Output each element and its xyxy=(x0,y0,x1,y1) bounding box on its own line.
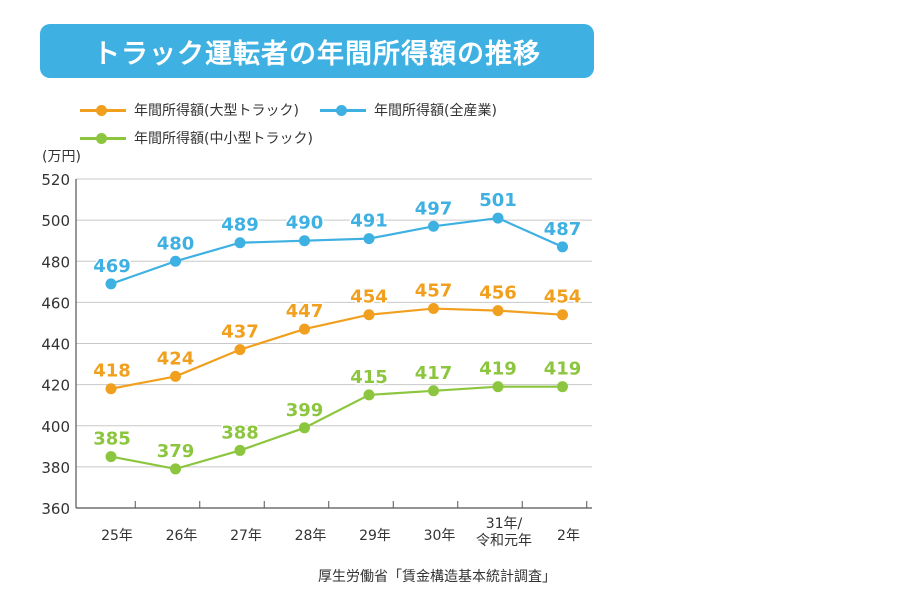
legend-swatch-icon xyxy=(80,103,126,117)
legend-item-small-truck: 年間所得額(中小型トラック) xyxy=(80,128,313,148)
data-label: 418 xyxy=(93,361,131,382)
x-tick-label: 26年 xyxy=(166,528,198,544)
data-point xyxy=(363,233,375,245)
data-label: 385 xyxy=(93,429,131,450)
data-label: 424 xyxy=(157,348,195,369)
series-line xyxy=(110,307,563,390)
data-point xyxy=(557,241,568,253)
data-point xyxy=(428,385,439,397)
data-point xyxy=(557,309,568,321)
data-point xyxy=(105,383,117,395)
y-tick-label: 420 xyxy=(41,377,70,395)
data-label: 437 xyxy=(221,322,259,343)
y-tick-label: 360 xyxy=(41,500,70,518)
data-label: 419 xyxy=(479,359,517,380)
data-point xyxy=(170,370,181,382)
data-point xyxy=(299,323,310,335)
x-tick-label: 29年 xyxy=(359,528,391,544)
data-point xyxy=(234,444,246,456)
y-tick-label: 380 xyxy=(41,459,70,477)
source-note: 厚生労働省「賃金構造基本統計調査」 xyxy=(318,569,556,585)
data-point xyxy=(492,212,504,224)
legend-item-large-truck: 年間所得額(大型トラック) xyxy=(80,100,299,120)
legend-label: 年間所得額(中小型トラック) xyxy=(134,131,313,147)
legend-swatch-icon xyxy=(320,103,366,117)
data-label: 456 xyxy=(479,283,517,304)
legend-swatch-icon xyxy=(80,131,126,145)
legend-item-all-industries: 年間所得額(全産業) xyxy=(320,100,497,120)
y-tick-label: 520 xyxy=(41,171,70,189)
data-point xyxy=(428,303,439,315)
data-label: 489 xyxy=(221,215,259,236)
data-label: 469 xyxy=(93,256,131,277)
series-line xyxy=(110,385,563,471)
data-point xyxy=(234,344,246,356)
data-label: 417 xyxy=(415,363,453,384)
x-tick-label: 25年 xyxy=(101,528,133,544)
x-tick-label: 2年 xyxy=(557,528,580,544)
data-label: 487 xyxy=(544,219,582,240)
data-label: 415 xyxy=(350,367,388,388)
data-point xyxy=(428,220,439,232)
data-label: 480 xyxy=(157,233,195,254)
data-point xyxy=(492,381,504,393)
data-label: 501 xyxy=(479,190,517,211)
data-point xyxy=(299,235,310,247)
data-point xyxy=(492,305,504,317)
x-tick-label: 27年 xyxy=(230,528,262,544)
x-tick-label: 31年/令和元年 xyxy=(476,516,532,549)
y-tick-label: 400 xyxy=(41,418,70,436)
y-axis-unit: (万円) xyxy=(42,149,81,165)
x-tick-label: 28年 xyxy=(295,528,327,544)
x-tick-label: 30年 xyxy=(424,528,456,544)
data-point xyxy=(170,255,181,267)
y-tick-label: 480 xyxy=(41,253,70,271)
y-tick-label: 460 xyxy=(41,294,70,312)
data-label: 388 xyxy=(221,422,259,443)
series-line xyxy=(110,216,563,285)
y-tick-label: 440 xyxy=(41,336,70,354)
data-label: 490 xyxy=(286,213,324,234)
data-point xyxy=(557,381,568,393)
data-label: 454 xyxy=(350,287,388,308)
data-point xyxy=(299,422,310,434)
legend-label: 年間所得額(全産業) xyxy=(374,103,497,119)
data-point xyxy=(170,463,181,475)
y-tick-label: 500 xyxy=(41,212,70,230)
data-point xyxy=(105,278,117,290)
chart-title: トラック運転者の年間所得額の推移 xyxy=(40,24,594,78)
data-label: 454 xyxy=(544,287,582,308)
data-point xyxy=(234,237,246,249)
data-label: 419 xyxy=(544,359,582,380)
data-point xyxy=(105,451,117,463)
data-label: 497 xyxy=(415,198,453,219)
data-label: 491 xyxy=(350,211,388,232)
data-label: 457 xyxy=(415,281,453,302)
data-label: 379 xyxy=(157,441,195,462)
data-point xyxy=(363,389,375,401)
data-label: 447 xyxy=(286,301,324,322)
data-label: 399 xyxy=(286,400,324,421)
data-point xyxy=(363,309,375,321)
legend-label: 年間所得額(大型トラック) xyxy=(134,103,299,119)
